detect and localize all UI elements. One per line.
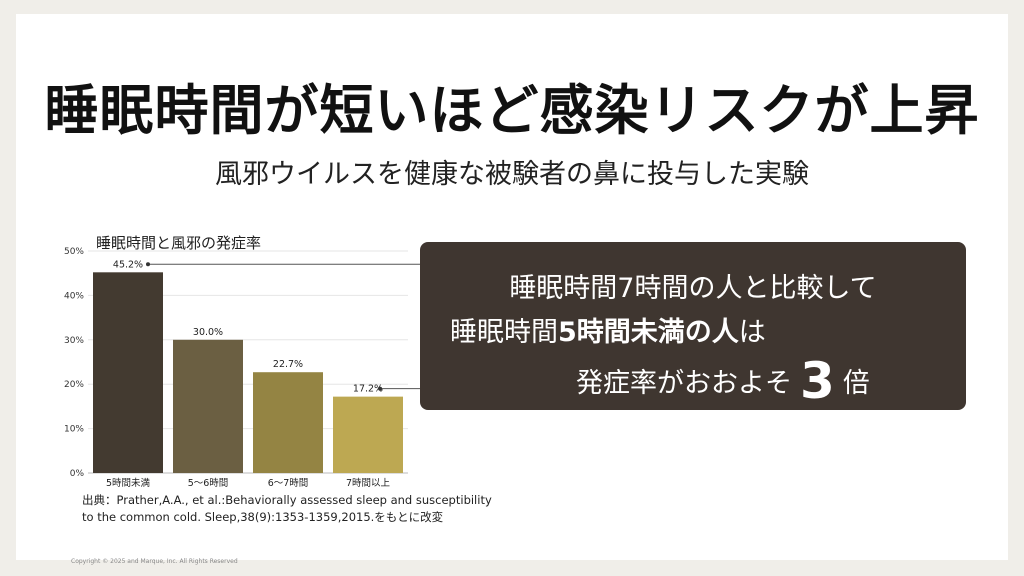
bar <box>253 372 323 473</box>
y-tick-label: 40% <box>64 291 84 301</box>
callout-box: 睡眠時間7時間の人と比較して 睡眠時間5時間未満の人は 発症率がおおよそ 3 倍 <box>420 242 966 410</box>
x-tick-label: 7時間以上 <box>346 478 391 489</box>
copyright-notice: Copyright © 2025 and Marque, Inc. All Ri… <box>71 558 238 565</box>
page-subtitle: 風邪ウイルスを健康な被験者の鼻に投与した実験 <box>215 159 809 190</box>
bar-value-label: 30.0% <box>193 327 223 338</box>
bar-value-label: 45.2% <box>113 259 143 270</box>
callout-line-2: 睡眠時間5時間未満の人は <box>450 310 766 349</box>
bar <box>93 272 163 473</box>
callout-line-3: 発症率がおおよそ 3 倍 <box>576 352 870 410</box>
bar-chart: 0% 10% 20% 30% 40% 50% 45.2% 5時間未満 30.0% 5〜6時間 22.… <box>64 247 420 489</box>
callout-line-2-bold: 5時間未満の人 <box>558 317 739 348</box>
bar-value-label: 17.2% <box>353 384 383 395</box>
connector-dot <box>378 386 382 391</box>
chart-title: 睡眠時間と風邪の発症率 <box>96 234 262 252</box>
slide: 睡眠時間が短いほど感染リスクが上昇 風邪ウイルスを健康な被験者の鼻に投与した実験… <box>16 14 1008 565</box>
connector-dot <box>146 262 150 267</box>
callout-line-2-prefix: 睡眠時間 <box>450 317 558 348</box>
bar <box>173 339 243 473</box>
y-tick-label: 30% <box>64 336 84 346</box>
page-title: 睡眠時間が短いほど感染リスクが上昇 <box>44 79 980 142</box>
bar-value-label: 22.7% <box>273 359 303 370</box>
x-tick-label: 6〜7時間 <box>268 478 309 489</box>
y-tick-label: 0% <box>70 469 85 479</box>
callout-multiplier: 3 <box>800 352 835 410</box>
callout-line-3-suffix: 倍 <box>842 368 870 399</box>
x-tick-label: 5〜6時間 <box>188 478 229 489</box>
x-tick-label: 5時間未満 <box>106 477 151 489</box>
y-tick-label: 20% <box>64 380 84 390</box>
y-tick-label: 50% <box>64 247 84 257</box>
y-tick-label: 10% <box>64 425 84 435</box>
callout-line-2-suffix: は <box>738 317 766 348</box>
callout-line-1: 睡眠時間7時間の人と比較して <box>509 273 877 304</box>
source-citation: 出典：Prather,A.A., et al.:Behaviorally ass… <box>82 493 492 524</box>
bar <box>333 396 403 473</box>
callout-line-3-prefix: 発症率がおおよそ <box>576 368 792 399</box>
